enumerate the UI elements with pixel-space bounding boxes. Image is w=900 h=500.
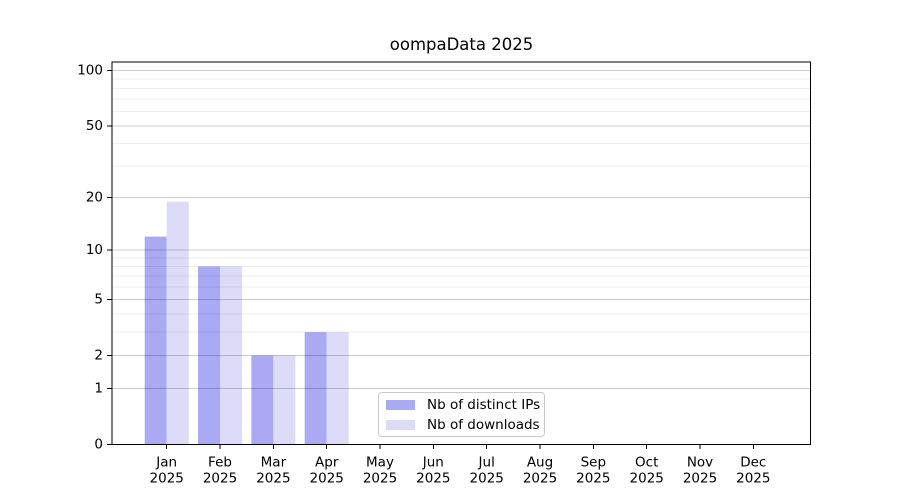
legend-label-distinct-ips: Nb of distinct IPs <box>427 396 541 413</box>
bar-nb-of-downloads-jan <box>166 201 189 445</box>
legend-label-downloads: Nb of downloads <box>427 416 540 433</box>
x-tick-label-year: 2025 <box>630 471 664 487</box>
x-tick-label-month: May <box>366 455 394 471</box>
x-tick-label-month: Apr <box>315 455 339 471</box>
x-tick-label-year: 2025 <box>203 471 237 487</box>
x-tick-label-month: Oct <box>635 455 658 471</box>
x-tick-label-month: Jun <box>422 455 444 471</box>
x-tick-label-year: 2025 <box>470 471 504 487</box>
x-tick-label-year: 2025 <box>363 471 397 487</box>
x-tick-label-year: 2025 <box>256 471 290 487</box>
legend-item-downloads: Nb of downloads <box>386 416 540 433</box>
x-tick-label-year: 2025 <box>576 471 610 487</box>
bar-nb-of-distinct-ips-feb <box>198 266 221 445</box>
legend-swatch-downloads <box>386 419 415 430</box>
x-tick-label-year: 2025 <box>523 471 557 487</box>
legend-item-distinct-ips: Nb of distinct IPs <box>386 396 541 413</box>
x-tick-label-month: Nov <box>687 455 713 471</box>
x-tick-label-month: Feb <box>208 455 232 471</box>
y-tick-label: 20 <box>86 190 103 206</box>
x-tick-label-month: Mar <box>261 455 287 471</box>
y-tick-label: 100 <box>77 62 103 78</box>
y-tick-label: 5 <box>94 291 103 307</box>
bar-nb-of-downloads-mar <box>273 355 296 445</box>
x-tick-label-month: Dec <box>740 455 766 471</box>
bar-nb-of-downloads-apr <box>326 332 349 445</box>
legend: Nb of distinct IPs Nb of downloads <box>378 392 545 437</box>
y-tick-label: 0 <box>94 437 103 453</box>
y-tick-label: 2 <box>94 347 103 363</box>
x-tick-label-year: 2025 <box>150 471 184 487</box>
x-tick-label-year: 2025 <box>683 471 717 487</box>
x-tick-label-month: Jul <box>478 455 495 471</box>
x-tick-label-year: 2025 <box>310 471 344 487</box>
legend-swatch-distinct-ips <box>386 399 415 410</box>
x-tick-label-month: Sep <box>581 455 606 471</box>
x-axis: Jan2025Feb2025Mar2025Apr2025May2025Jun20… <box>150 444 770 487</box>
x-tick-label-month: Jan <box>155 455 177 471</box>
y-tick-label: 1 <box>94 380 103 396</box>
y-tick-label: 50 <box>86 118 103 134</box>
bar-nb-of-distinct-ips-apr <box>304 332 327 445</box>
bar-nb-of-downloads-feb <box>220 266 243 445</box>
y-axis: 0 1 2 5 10 20 50 100 <box>77 62 112 453</box>
x-tick-label-year: 2025 <box>416 471 450 487</box>
bars-group <box>144 201 349 445</box>
x-tick-label-month: Aug <box>527 455 553 471</box>
bar-nb-of-distinct-ips-jan <box>144 236 167 445</box>
x-tick-label-year: 2025 <box>736 471 770 487</box>
chart-title: oompaData 2025 <box>389 35 534 54</box>
gridlines-group <box>112 69 811 389</box>
y-tick-label: 10 <box>86 242 103 258</box>
bar-nb-of-distinct-ips-mar <box>251 355 274 445</box>
plot-border <box>111 61 811 445</box>
